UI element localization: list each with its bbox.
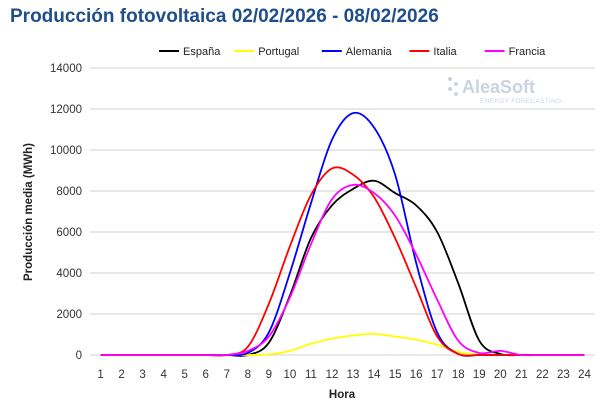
- x-tick-label: 13: [347, 369, 360, 381]
- x-tick-label: 15: [389, 369, 402, 381]
- legend-label-francia: Francia: [509, 46, 547, 58]
- x-tick-label: 4: [160, 369, 167, 381]
- x-tick-label: 11: [305, 369, 317, 381]
- legend-label-espana: España: [183, 46, 221, 58]
- x-tick-label: 9: [266, 369, 272, 381]
- page-title: Producción fotovoltaica 02/02/2026 - 08/…: [10, 6, 439, 27]
- chart-legend: España Portugal Alemania Italia Francia: [159, 46, 546, 58]
- x-tick-label: 12: [326, 369, 339, 381]
- x-tick-label: 6: [203, 369, 209, 381]
- series-line-francia: [100, 183, 585, 357]
- x-tick-label: 10: [283, 369, 296, 381]
- chart-grid: [90, 67, 595, 356]
- y-tick-label: 6000: [56, 227, 82, 239]
- x-tick-label: 18: [452, 369, 465, 381]
- x-tick-label: 5: [181, 369, 187, 381]
- x-tick-label: 17: [431, 369, 444, 381]
- legend-label-alemania: Alemania: [346, 46, 393, 58]
- y-tick-label: 0: [76, 350, 82, 362]
- series-line-portugal: [100, 332, 585, 356]
- x-tick-label: 1: [97, 369, 103, 381]
- x-tick-label: 22: [536, 369, 549, 381]
- x-tick-label: 7: [224, 369, 230, 381]
- x-tick-label: 23: [557, 369, 570, 381]
- aleasoft-logo-icon: [448, 77, 458, 96]
- x-tick-label: 8: [245, 369, 251, 381]
- chart-series: [100, 111, 585, 357]
- y-axis-title: Producción media (MWh): [23, 143, 35, 281]
- watermark-tagline: ENERGY FORECASTING: [480, 98, 562, 105]
- x-tick-label: 3: [139, 369, 145, 381]
- legend-label-portugal: Portugal: [258, 46, 299, 58]
- x-axis-title: Hora: [329, 389, 356, 401]
- y-tick-label: 8000: [56, 186, 82, 198]
- y-tick-label: 2000: [56, 309, 82, 321]
- aleasoft-watermark: AleaSoft ENERGY FORECASTING: [448, 77, 562, 105]
- y-tick-label: 4000: [56, 268, 82, 280]
- y-tick-label: 10000: [50, 145, 82, 157]
- x-tick-label: 21: [515, 369, 528, 381]
- series-line-alemania: [100, 111, 585, 357]
- x-tick-label: 19: [473, 369, 486, 381]
- x-tick-label: 16: [410, 369, 423, 381]
- legend-label-italia: Italia: [433, 46, 457, 58]
- watermark-name: AleaSoft: [462, 77, 535, 97]
- x-tick-label: 24: [578, 369, 591, 381]
- series-line-espana: [100, 179, 585, 357]
- y-tick-label: 12000: [50, 104, 82, 116]
- x-tick-label: 20: [494, 369, 507, 381]
- y-tick-label: 14000: [50, 63, 82, 75]
- x-tick-label: 2: [118, 369, 124, 381]
- x-tick-label: 14: [368, 369, 381, 381]
